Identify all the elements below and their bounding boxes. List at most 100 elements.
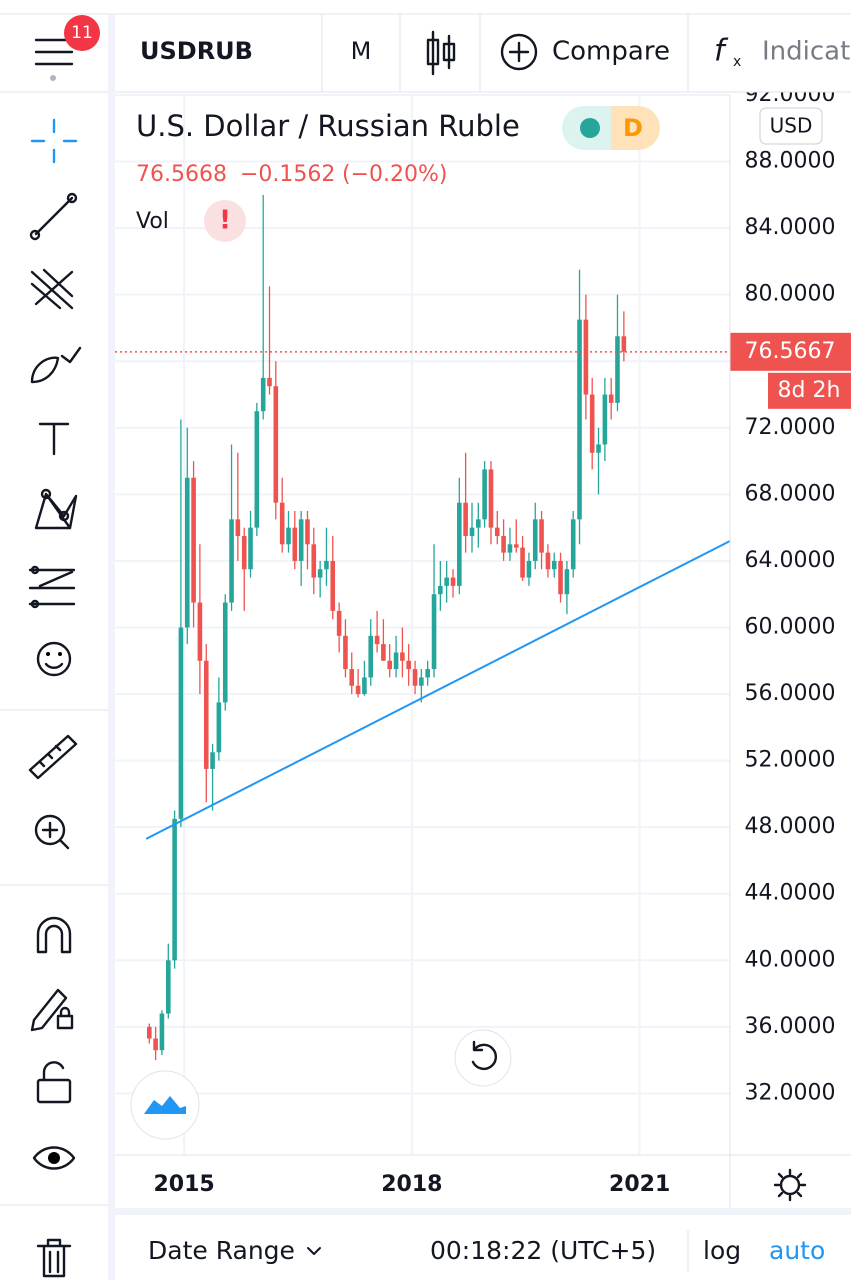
auto-toggle[interactable]: auto (769, 1236, 825, 1265)
currency: USD (770, 114, 813, 138)
y-tick-label: 40.0000 (745, 947, 836, 972)
candle-body (248, 527, 253, 570)
x-tick-label: 2021 (609, 1172, 670, 1197)
candle-body (286, 527, 291, 545)
candle-body (159, 1013, 165, 1051)
indicators-label: Indicators (762, 37, 851, 67)
left-toolbar (0, 118, 108, 1278)
interval[interactable]: M (351, 37, 372, 65)
candle-body (615, 336, 620, 403)
candle-body (482, 469, 487, 520)
y-tick-label: 32.0000 (745, 1080, 836, 1105)
candle-body (532, 519, 538, 561)
magnet-tool[interactable] (36, 916, 72, 954)
candle-body (197, 602, 203, 661)
menu-button[interactable]: 11 (34, 15, 100, 81)
delete-tool[interactable] (36, 1238, 72, 1278)
candle-body (425, 669, 430, 678)
logo-button[interactable] (130, 1070, 200, 1140)
candle-body (305, 519, 310, 545)
candle-body (229, 519, 234, 603)
text-tool[interactable] (38, 422, 70, 456)
divider (115, 1208, 851, 1215)
candle-body (279, 502, 285, 545)
top-bar (0, 0, 851, 92)
candle-body (444, 577, 449, 586)
alert-mark: ! (219, 206, 231, 236)
measure-tool[interactable] (28, 734, 78, 780)
candle-body (520, 547, 525, 578)
candle-body (596, 444, 601, 453)
brush-tool[interactable] (30, 346, 82, 384)
alert-icon (204, 200, 246, 242)
y-tick-label: 72.0000 (745, 415, 836, 440)
lock-tool[interactable] (36, 1061, 72, 1104)
candle-body (241, 535, 247, 570)
chart-style-button[interactable] (426, 30, 456, 76)
indicators-button[interactable]: f x Indicators (714, 34, 851, 71)
candle-body (501, 535, 506, 553)
candle-body (216, 702, 222, 753)
candle-body (494, 527, 500, 536)
emoji-tool[interactable] (36, 641, 72, 677)
candle-body (292, 527, 298, 561)
settings-button[interactable] (773, 1168, 807, 1202)
change: −0.1562 (240, 162, 335, 187)
candle-body (450, 577, 456, 586)
last-price-box (730, 332, 851, 371)
countdown: 8d 2h (778, 378, 841, 403)
market-status (580, 118, 600, 138)
candle-body (381, 644, 386, 661)
candle-body (267, 377, 272, 387)
candle-body (184, 477, 190, 628)
symbol[interactable]: USDRUB (140, 37, 253, 65)
candle-body (147, 1026, 152, 1039)
x-tick-label: 2015 (153, 1172, 214, 1197)
countdown-box (768, 372, 851, 409)
candle-body (222, 602, 228, 703)
candle-body (349, 669, 355, 686)
lock-drawing-tool[interactable] (30, 988, 74, 1032)
x-tick-label: 2018 (381, 1172, 442, 1197)
date-range[interactable]: Date Range (148, 1236, 295, 1265)
candle-body (153, 1038, 158, 1051)
candle-body (166, 960, 171, 1014)
candle-body (260, 377, 266, 412)
candle-body (589, 394, 595, 453)
change-pct: (−0.20%) (342, 162, 448, 187)
candle-body (324, 560, 329, 570)
reset-button[interactable] (454, 1029, 512, 1087)
volume-label: Vol (136, 209, 169, 234)
candle-body (558, 560, 563, 595)
candle-body (374, 635, 380, 645)
candle-body (368, 635, 374, 678)
pitchfork-tool[interactable] (30, 268, 74, 310)
candle-body (273, 386, 279, 503)
plot (115, 94, 730, 1155)
candle-body (387, 660, 392, 670)
visibility-tool[interactable] (32, 1146, 76, 1170)
clock[interactable]: 00:18:22 (UTC+5) (430, 1236, 656, 1265)
candle-body (298, 519, 304, 561)
compare-button[interactable]: Compare (500, 33, 670, 71)
y-tick-label: 80.0000 (745, 282, 836, 307)
candle-body (431, 594, 437, 670)
candle-body (336, 610, 342, 636)
trendline-tool[interactable] (29, 192, 78, 241)
candle-body (343, 635, 348, 670)
candle-body (311, 544, 317, 578)
y-tick-label: 52.0000 (745, 748, 836, 773)
crosshair-tool[interactable] (30, 118, 78, 164)
y-tick-label: 36.0000 (745, 1014, 836, 1039)
currency-box[interactable] (759, 107, 823, 145)
candle-body (393, 652, 399, 670)
candle-body (317, 569, 323, 578)
zoom-tool[interactable] (34, 814, 70, 850)
candle-body (488, 469, 494, 528)
pattern-tool[interactable] (34, 488, 78, 530)
prediction-tool[interactable] (28, 565, 76, 609)
price-axis: 32.0000 36.0000 40.0000 44.0000 48.0000 52.00… (730, 82, 851, 1105)
candle-body (406, 660, 411, 670)
log-toggle[interactable]: log (703, 1236, 741, 1265)
chart-title: U.S. Dollar / Russian Ruble (136, 109, 520, 143)
